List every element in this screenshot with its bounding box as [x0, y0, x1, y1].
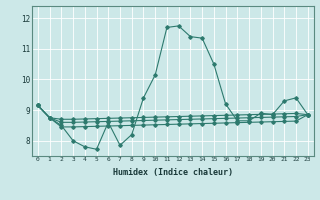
X-axis label: Humidex (Indice chaleur): Humidex (Indice chaleur)	[113, 168, 233, 177]
